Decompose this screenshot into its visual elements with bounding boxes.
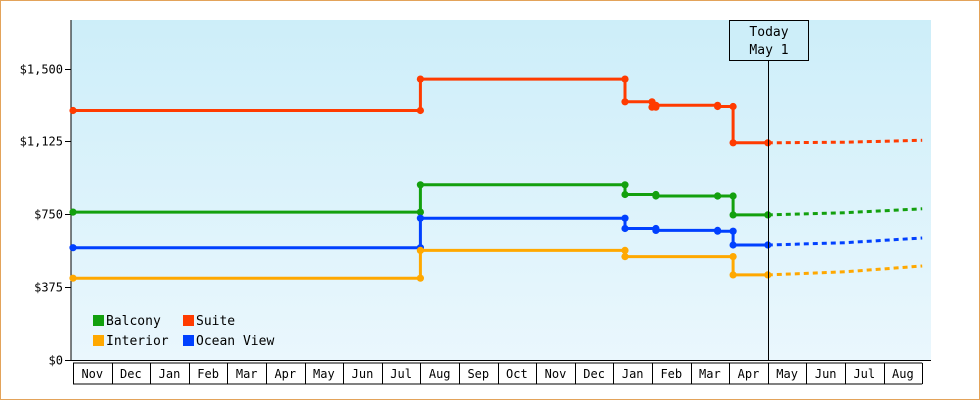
plot-area [71,20,931,360]
legend-swatch [183,335,194,346]
data-point [652,101,660,109]
x-tick-label: Jul [853,367,875,381]
x-tick-label: Aug [892,367,914,381]
today-label-line: Today [749,25,788,40]
data-point [416,274,424,282]
legend: Balcony Suite Interior Ocean View [93,314,274,349]
forecast-line [767,264,923,277]
x-tick-label: Apr [738,367,760,381]
legend-label: Balcony [106,314,161,329]
series-ocean-view [69,214,923,252]
x-tick-label: Jul [390,367,412,381]
data-point [69,244,77,252]
data-point [714,102,722,111]
x-tick-label: Sep [467,367,489,381]
x-tick-label: Oct [506,367,528,381]
legend-label: Suite [196,314,235,329]
data-point [621,246,629,254]
data-point [416,75,424,83]
x-tick-label: Aug [429,367,451,381]
x-tick-label: Jun [815,367,837,381]
data-point [621,214,629,222]
data-point [69,274,77,282]
y-tick-label: $1,500 [20,63,63,77]
data-point [416,106,424,115]
data-point [621,98,629,106]
legend-label: Interior [106,334,169,349]
forecast-line [767,236,923,247]
data-point [729,271,737,279]
series-balcony [69,181,923,219]
data-point [729,139,737,147]
data-point [729,192,737,200]
x-tick-label: Nov [545,367,567,381]
forecast-line [767,138,923,145]
data-point [652,192,660,200]
data-point [69,106,77,115]
data-point [729,102,737,111]
legend-swatch [93,335,104,346]
x-tick-label: Mar [236,367,258,381]
data-point [764,139,772,147]
today-marker: Today May 1 [729,20,809,360]
y-tick-label: $750 [34,208,63,222]
legend-swatch [93,315,104,326]
data-point [621,75,629,83]
x-tick-label: Jan [622,367,644,381]
x-tick-label: Dec [583,367,605,381]
data-point [621,253,629,261]
y-tick-label: $1,125 [20,135,63,149]
data-point [416,181,424,189]
legend-label: Ocean View [196,334,274,349]
forecast-line [767,207,923,217]
data-point [416,214,424,222]
data-point [729,241,737,249]
data-point [652,226,660,234]
x-tick-label: Mar [699,367,721,381]
data-point [416,246,424,254]
series-suite [69,75,923,147]
data-point [729,227,737,235]
data-point [621,190,629,199]
y-tick-label: $0 [49,354,63,368]
today-label-line: May 1 [749,43,788,58]
x-tick-label: Dec [120,367,142,381]
data-point [764,211,772,219]
x-tick-label: Jun [352,367,374,381]
x-tick-label: Nov [81,367,103,381]
data-point [621,224,629,233]
today-label-box [729,20,809,61]
x-tick-label: May [776,367,798,381]
x-tick-label: Feb [197,367,219,381]
series-interior [69,246,923,282]
data-point [764,271,772,279]
data-point [416,208,424,216]
data-point [621,181,629,189]
data-point [729,253,737,261]
x-tick-label: Jan [159,367,181,381]
data-point [764,241,772,249]
y-tick-label: $375 [34,281,63,295]
x-tick-label: Feb [660,367,682,381]
data-point [714,192,722,200]
x-tick-label: May [313,367,335,381]
x-tick-label: Apr [274,367,296,381]
series-layer [69,75,923,282]
data-point [714,227,722,235]
data-point [69,208,77,216]
x-axis: Nov Dec Jan Feb Mar Apr May Jun Jul Aug Sep Oct Nov D… [71,360,931,385]
y-axis: $0 $375 $750 $1,125 $1,500 [20,20,72,368]
data-point [729,211,737,219]
legend-swatch [183,315,194,326]
